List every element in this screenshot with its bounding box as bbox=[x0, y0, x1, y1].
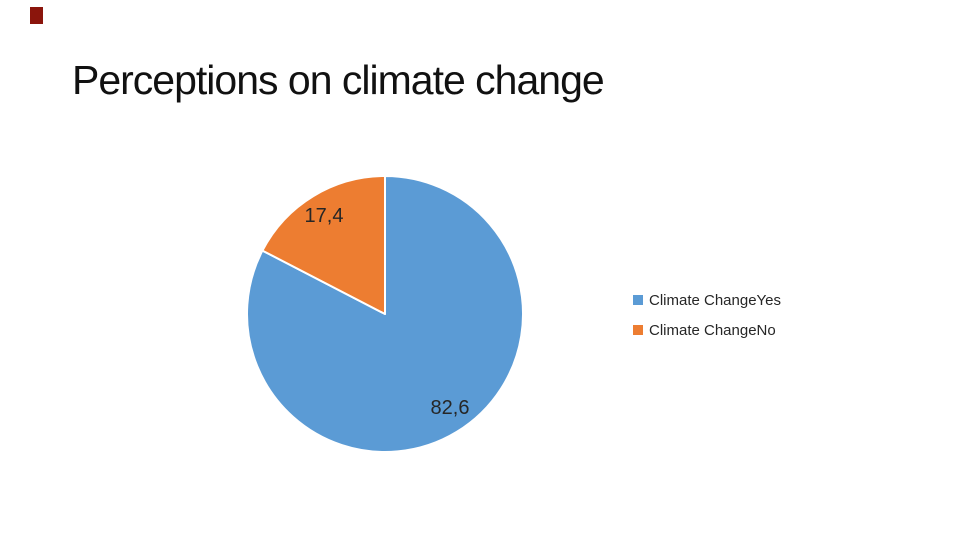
legend-item-yes: Climate ChangeYes bbox=[633, 290, 781, 310]
legend: Climate ChangeYes Climate ChangeNo bbox=[633, 290, 781, 350]
pie-slice-climate-changeno bbox=[261, 175, 386, 315]
legend-label-yes: Climate ChangeYes bbox=[649, 291, 782, 309]
red-accent-mark bbox=[30, 7, 43, 24]
legend-swatch-no-icon bbox=[633, 325, 643, 335]
pie-chart bbox=[246, 175, 524, 453]
data-label-yes: 82,6 bbox=[430, 397, 470, 419]
pie-chart-area: 17,4 82,6 bbox=[245, 174, 525, 454]
legend-item-no: Climate ChangeNo bbox=[633, 320, 781, 340]
data-label-no: 17,4 bbox=[304, 205, 344, 227]
slide-title: Perceptions on climate change bbox=[72, 57, 605, 103]
legend-label-no: Climate ChangeNo bbox=[649, 321, 776, 339]
legend-swatch-yes-icon bbox=[633, 295, 643, 305]
